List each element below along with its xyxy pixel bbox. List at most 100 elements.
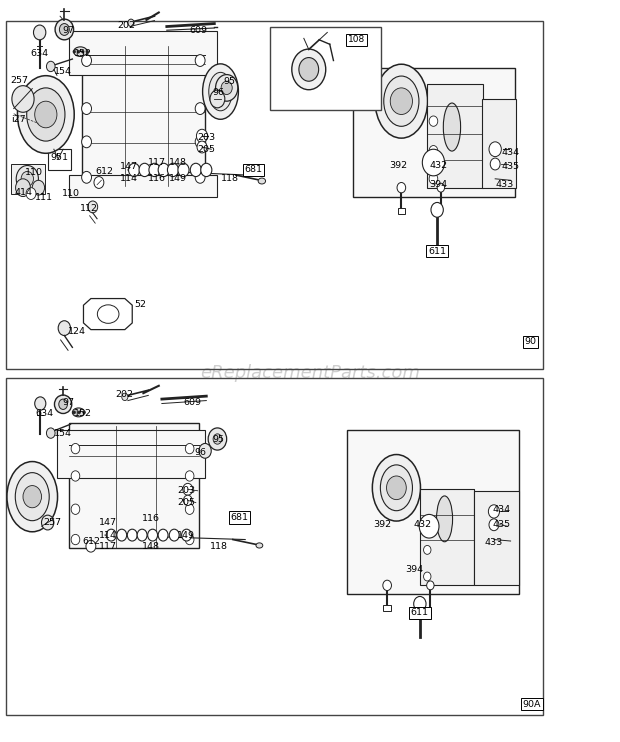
- Text: 609: 609: [190, 27, 208, 36]
- Circle shape: [213, 434, 222, 444]
- Text: 95: 95: [213, 435, 224, 444]
- Circle shape: [216, 75, 238, 101]
- Bar: [82, 46, 205, 186]
- Text: 634: 634: [35, 409, 53, 418]
- Text: 95: 95: [224, 76, 236, 86]
- Circle shape: [71, 534, 80, 545]
- Text: 432: 432: [429, 161, 447, 170]
- Text: 202: 202: [115, 390, 133, 399]
- Circle shape: [127, 529, 137, 541]
- Text: 97: 97: [62, 398, 74, 407]
- Circle shape: [82, 136, 92, 148]
- Circle shape: [35, 397, 46, 410]
- Text: 257: 257: [43, 518, 61, 527]
- Circle shape: [208, 428, 227, 450]
- Circle shape: [86, 50, 89, 53]
- Text: 147: 147: [99, 518, 117, 527]
- Circle shape: [195, 171, 205, 183]
- Circle shape: [58, 321, 71, 335]
- Ellipse shape: [55, 19, 74, 40]
- Circle shape: [419, 514, 439, 538]
- Text: 97: 97: [62, 27, 74, 36]
- Text: 951: 951: [51, 153, 69, 162]
- Circle shape: [489, 519, 499, 531]
- Text: 634: 634: [30, 49, 48, 58]
- Text: 609: 609: [184, 398, 202, 407]
- Text: 394: 394: [429, 180, 447, 189]
- Bar: [397, 209, 405, 214]
- Circle shape: [178, 163, 189, 177]
- Circle shape: [195, 102, 205, 114]
- Circle shape: [59, 399, 68, 410]
- Bar: [353, 68, 515, 197]
- Circle shape: [489, 505, 500, 518]
- Circle shape: [21, 171, 33, 186]
- Ellipse shape: [16, 473, 49, 521]
- Ellipse shape: [27, 88, 65, 141]
- Circle shape: [16, 165, 38, 192]
- Text: 110: 110: [25, 168, 43, 177]
- Circle shape: [422, 149, 445, 176]
- Circle shape: [35, 101, 57, 128]
- Circle shape: [429, 145, 438, 156]
- Ellipse shape: [373, 455, 420, 521]
- Text: 435: 435: [492, 520, 510, 529]
- Circle shape: [184, 495, 192, 505]
- Ellipse shape: [384, 76, 419, 126]
- Ellipse shape: [375, 65, 428, 138]
- Bar: [270, 27, 381, 110]
- Text: 116: 116: [148, 174, 166, 183]
- Circle shape: [201, 163, 212, 177]
- Bar: [383, 605, 391, 611]
- Circle shape: [42, 515, 54, 530]
- Circle shape: [490, 158, 500, 170]
- Text: 111: 111: [35, 193, 53, 202]
- Text: 205: 205: [197, 145, 215, 154]
- Ellipse shape: [55, 395, 72, 413]
- Circle shape: [431, 203, 443, 217]
- Circle shape: [195, 55, 205, 67]
- Text: 114: 114: [120, 174, 138, 183]
- Text: 434: 434: [502, 148, 520, 157]
- Text: 434: 434: [492, 505, 510, 514]
- Circle shape: [32, 180, 45, 195]
- Text: 392: 392: [389, 161, 408, 170]
- Text: 203: 203: [197, 133, 215, 142]
- Circle shape: [73, 50, 76, 53]
- Text: 96: 96: [213, 88, 224, 96]
- Ellipse shape: [7, 462, 58, 532]
- Circle shape: [195, 136, 205, 148]
- Text: 202: 202: [117, 22, 135, 30]
- Circle shape: [117, 529, 126, 541]
- Circle shape: [71, 504, 80, 514]
- Text: 149: 149: [169, 174, 187, 183]
- Circle shape: [169, 529, 179, 541]
- Circle shape: [128, 19, 134, 27]
- Text: 611: 611: [428, 247, 446, 256]
- Text: 96: 96: [194, 448, 206, 457]
- Circle shape: [182, 529, 192, 541]
- Circle shape: [78, 50, 80, 53]
- Circle shape: [437, 183, 445, 192]
- Text: 117: 117: [99, 542, 117, 551]
- Bar: [11, 164, 45, 194]
- Circle shape: [190, 163, 202, 177]
- Circle shape: [82, 102, 92, 114]
- Circle shape: [139, 163, 150, 177]
- Bar: [420, 489, 474, 585]
- Circle shape: [183, 483, 193, 495]
- Text: 90: 90: [525, 338, 536, 347]
- Circle shape: [197, 141, 207, 153]
- Text: 433: 433: [495, 180, 513, 189]
- Text: 394: 394: [405, 565, 424, 574]
- Bar: [69, 31, 218, 75]
- Text: 612: 612: [83, 536, 101, 545]
- Text: 611: 611: [411, 608, 429, 617]
- Bar: [6, 378, 542, 715]
- Text: 681: 681: [231, 513, 249, 522]
- Ellipse shape: [256, 543, 263, 548]
- Circle shape: [71, 470, 80, 481]
- Circle shape: [158, 529, 168, 541]
- Circle shape: [82, 50, 84, 53]
- Text: 432: 432: [414, 520, 432, 529]
